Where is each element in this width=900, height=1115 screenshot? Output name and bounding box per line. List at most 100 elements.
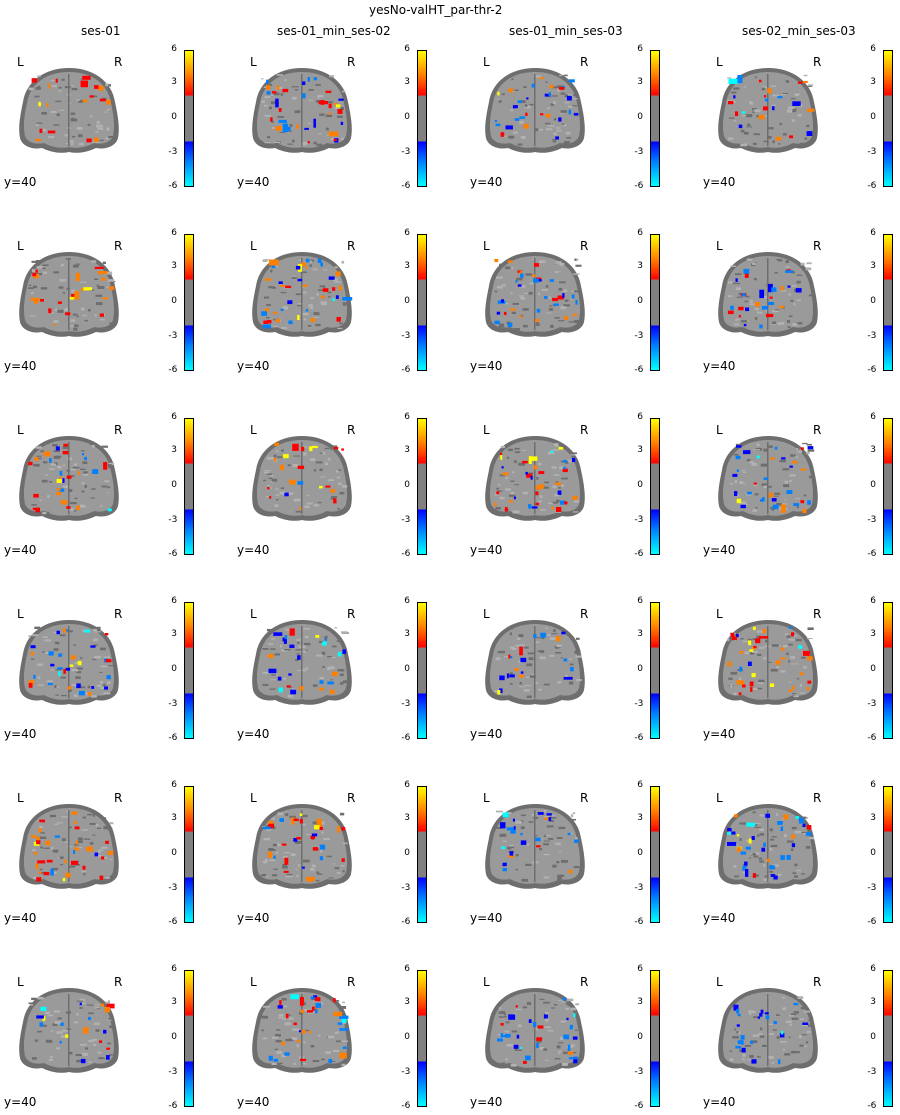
gyrus-texture <box>79 142 84 146</box>
colorbar <box>417 234 427 371</box>
gyrus-texture <box>270 648 276 650</box>
gyrus-texture <box>337 476 341 479</box>
gyrus-texture <box>776 503 782 506</box>
activation-blob-negative <box>575 300 578 305</box>
gyrus-texture <box>511 90 515 92</box>
gyrus-texture <box>729 1058 734 1062</box>
gyrus-texture <box>539 656 546 660</box>
gyrus-texture <box>771 508 774 511</box>
gyrus-texture <box>732 1036 739 1039</box>
colorbar-tick-label: -3 <box>634 331 644 341</box>
colorbar <box>883 970 893 1107</box>
activation-blob-negative <box>772 504 779 510</box>
activation-blob-positive <box>281 843 287 846</box>
brain-slice <box>19 436 119 521</box>
activation-blob-negative <box>740 851 746 855</box>
gyrus-texture <box>71 85 74 87</box>
right-label: R <box>347 423 356 437</box>
gyrus-texture <box>508 844 514 848</box>
brain-slice <box>718 988 818 1073</box>
activation-blob-positive <box>300 1009 304 1013</box>
colorbar-tick-label: 0 <box>637 1032 643 1042</box>
gyrus-texture <box>808 294 815 297</box>
gyrus-texture <box>92 834 96 836</box>
gyrus-texture <box>727 137 734 140</box>
gyrus-texture <box>52 849 59 853</box>
gyrus-texture <box>82 314 87 317</box>
gyrus-texture <box>303 859 310 863</box>
gyrus-texture <box>515 644 522 647</box>
activation-blob-negative <box>543 1014 548 1019</box>
colorbar-tick-label: 0 <box>870 480 876 490</box>
gyrus-texture <box>59 634 66 637</box>
gyrus-texture <box>539 848 543 851</box>
gyrus-texture <box>782 93 788 94</box>
activation-blob-negative <box>760 1009 764 1014</box>
activation-blob-positive <box>34 457 39 461</box>
gyrus-texture <box>513 89 519 91</box>
gyrus-texture <box>749 101 752 104</box>
gyrus-texture <box>733 87 740 90</box>
gyrus-texture <box>545 627 548 629</box>
gyrus-texture <box>40 832 45 834</box>
gyrus-texture <box>539 1047 545 1050</box>
activation-blob-negative <box>78 690 85 696</box>
activation-blob-negative <box>284 1052 290 1056</box>
gyrus-texture <box>744 651 750 655</box>
gyrus-texture <box>262 672 269 674</box>
gyrus-texture <box>305 667 308 670</box>
activation-blob-negative <box>513 826 516 830</box>
activation-blob-negative <box>313 118 316 128</box>
activation-blob-negative <box>537 812 544 815</box>
gyrus-texture <box>791 119 795 122</box>
gyrus-texture <box>787 320 790 323</box>
gyrus-texture <box>274 504 279 507</box>
activation-blob-positive <box>55 491 62 496</box>
gyrus-texture <box>516 277 523 281</box>
gyrus-texture <box>56 686 60 688</box>
activation-blob-negative <box>563 1034 569 1040</box>
gyrus-texture <box>48 136 55 139</box>
gyrus-texture <box>745 503 748 505</box>
right-label: R <box>347 975 356 989</box>
gyrus-texture <box>73 463 78 466</box>
gyrus-texture <box>522 308 529 311</box>
activation-blob-negative <box>568 1057 578 1060</box>
gyrus-texture <box>503 1013 507 1016</box>
colorbar <box>184 602 194 739</box>
gyrus-texture <box>109 322 113 324</box>
gyrus-texture <box>83 838 91 840</box>
colorbar-tick-label: 0 <box>870 1032 876 1042</box>
activation-blob-negative <box>505 125 513 130</box>
gyrus-texture <box>332 863 336 865</box>
gyrus-texture <box>106 127 110 131</box>
activation-blob-positive <box>38 871 42 874</box>
gyrus-texture <box>293 1062 296 1065</box>
gyrus-texture <box>522 1006 528 1009</box>
gyrus-texture <box>498 100 502 103</box>
gyrus-texture <box>525 676 530 678</box>
gyrus-texture <box>102 817 107 820</box>
gyrus-texture <box>794 830 802 834</box>
midline <box>301 74 303 146</box>
colorbar-tick-label: 0 <box>171 296 177 306</box>
colorbar <box>650 50 660 187</box>
gyrus-texture <box>787 326 791 328</box>
gyrus-texture <box>784 480 788 484</box>
activation-blob-positive <box>82 75 91 80</box>
gyrus-texture <box>335 1031 339 1034</box>
colorbar-tick-label: -6 <box>867 1101 877 1111</box>
gyrus-texture <box>515 854 519 857</box>
gyrus-texture <box>75 1054 82 1057</box>
gyrus-texture <box>785 80 790 83</box>
activation-blob-positive <box>268 823 274 828</box>
gyrus-texture <box>494 290 498 293</box>
activation-blob-positive <box>563 316 569 320</box>
gyrus-texture <box>545 285 549 288</box>
gyrus-texture <box>338 482 342 486</box>
activation-blob-positive <box>791 685 795 691</box>
activation-blob-negative <box>540 632 546 638</box>
gyrus-texture <box>322 666 325 668</box>
gyrus-texture <box>303 291 307 294</box>
gyrus-texture <box>97 684 102 687</box>
